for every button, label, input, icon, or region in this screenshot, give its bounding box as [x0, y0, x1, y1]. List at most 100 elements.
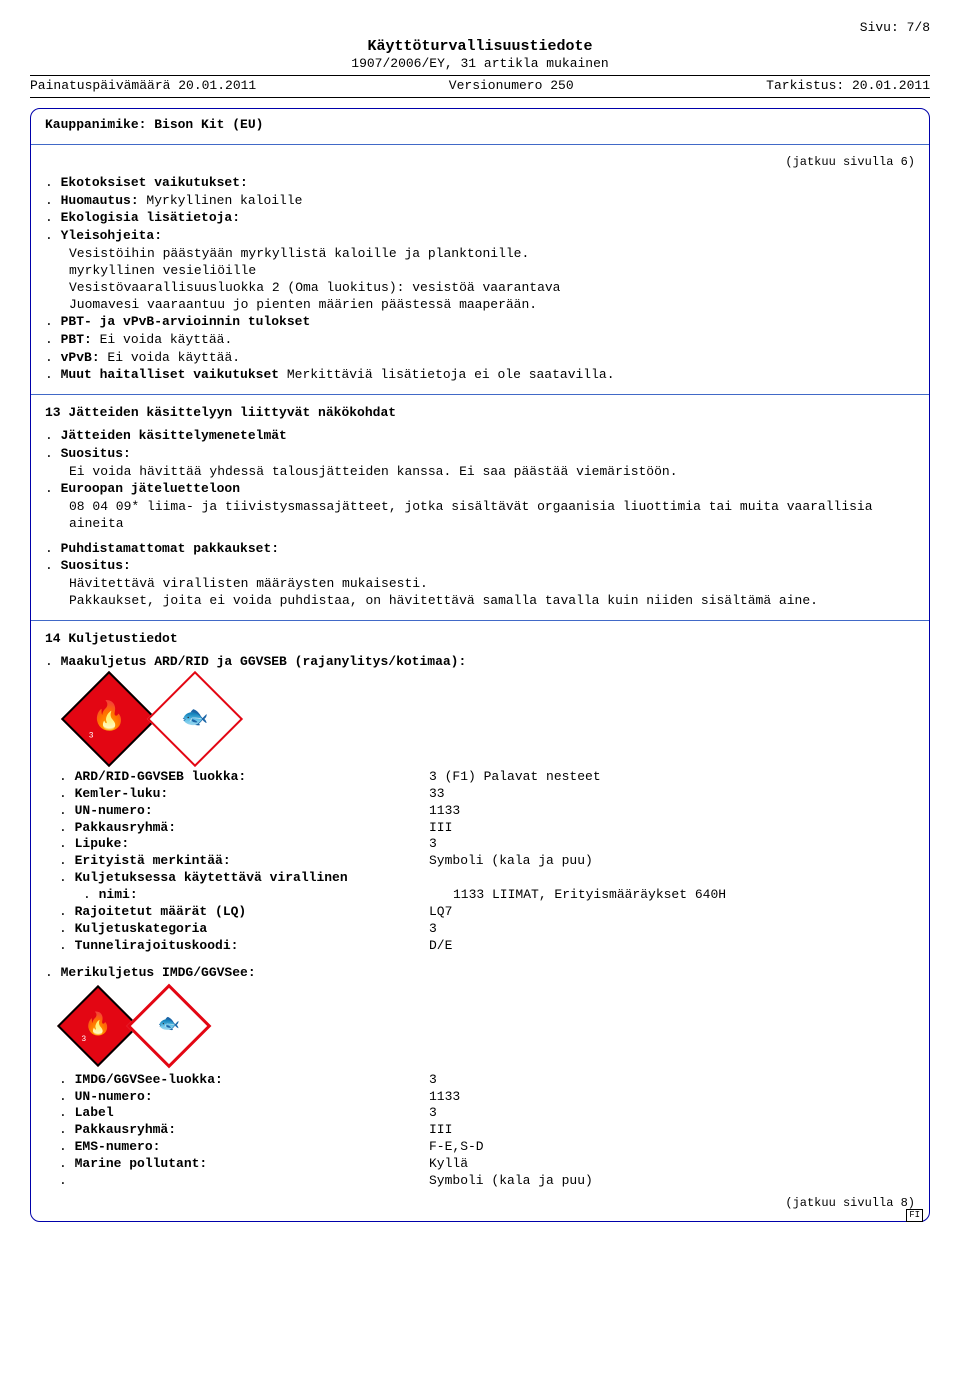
table-row: Pakkausryhmä: III: [59, 1122, 915, 1139]
version-number: Versionumero 250: [449, 78, 574, 95]
kv-key: UN-numero:: [75, 1089, 153, 1104]
kv-key: Tunnelirajoituskoodi:: [75, 938, 239, 953]
kv-val: 3 (F1) Palavat nesteet: [429, 769, 915, 786]
pbt-arv-label: PBT- ja vPvB-arvioinnin tulokset: [61, 314, 311, 329]
sea-label-item: . Merikuljetus IMDG/GGVSee:: [59, 965, 915, 982]
continued-from: (jatkuu sivulla 6): [45, 155, 915, 171]
vpvb-val: Ei voida käyttää.: [100, 350, 240, 365]
kv-key: Pakkausryhmä:: [75, 1122, 176, 1137]
pbt-item: . PBT: Ei voida käyttää.: [59, 332, 915, 349]
sea-table: IMDG/GGVSee-luokka: 3 UN-numero: 1133 Labe…: [59, 1072, 915, 1190]
jatteiden-label: Jätteiden käsittelymenetelmät: [61, 428, 287, 443]
class-3-label: 3: [89, 731, 94, 741]
euro-label: Euroopan jäteluetteloon: [61, 481, 240, 496]
table-row: UN-numero: 1133: [59, 1089, 915, 1106]
ekotoks-item: . Ekotoksiset vaikutukset:: [59, 175, 915, 192]
yleisohjeita-label: Yleisohjeita:: [61, 228, 162, 243]
fish-tree-icon: 🐟: [181, 705, 208, 734]
header-rule-2: [30, 97, 930, 98]
suositus2-item: . Suositus:: [59, 558, 915, 575]
continued-next: (jatkuu sivulla 8): [45, 1196, 915, 1212]
muut-item: . Muut haitalliset vaikutukset Merkittäv…: [59, 367, 915, 384]
environment-pictogram-small: 🐟: [127, 983, 212, 1068]
kv-key: EMS-numero:: [75, 1139, 161, 1154]
pbt-val: Ei voida käyttää.: [92, 332, 232, 347]
doc-subtitle: 1907/2006/EY, 31 artikla mukainen: [30, 56, 930, 73]
pbt-label: PBT:: [61, 332, 92, 347]
table-row: EMS-numero:F-E,S-D: [59, 1139, 915, 1156]
sec13-title: 13 Jätteiden käsittelyyn liittyvät näkök…: [45, 405, 915, 422]
table-row: Lipuke:3: [59, 836, 915, 853]
kv-val: 3: [429, 1072, 915, 1089]
suositus1-label: Suositus:: [61, 446, 131, 461]
kv-val: 1133: [429, 803, 915, 820]
ekologisia-label: Ekologisia lisätietoja:: [61, 210, 240, 225]
kv-val: Kyllä: [429, 1156, 915, 1173]
kv-key-empty: [59, 1173, 429, 1190]
kv-val: Symboli (kala ja puu): [429, 853, 915, 870]
environment-pictogram: 🐟: [147, 671, 243, 767]
kv-key: IMDG/GGVSee-luokka:: [75, 1072, 223, 1087]
table-row: Kuljetuksessa käytettävä virallinen: [59, 870, 915, 887]
kv-val: 33: [429, 786, 915, 803]
revised-date: Tarkistus: 20.01.2011: [766, 78, 930, 95]
muut-val: Merkittäviä lisätietoja ei ole saatavill…: [279, 367, 614, 382]
table-row: Marine pollutant:Kyllä: [59, 1156, 915, 1173]
euro-item: . Euroopan jäteluetteloon: [59, 481, 915, 498]
vpvb-item: . vPvB: Ei voida käyttää.: [59, 350, 915, 367]
kv-val: III: [429, 820, 915, 837]
page-number: Sivu: 7/8: [30, 20, 930, 37]
table-row: ARD/RID-GGVSEB luokka: 3 (F1) Palavat nes…: [59, 769, 915, 786]
yleis-line3: Vesistövaarallisuusluokka 2 (Oma luokitu…: [69, 280, 915, 297]
kv-key: Kuljetuskategoria: [75, 921, 208, 936]
ekologisia-item: . Ekologisia lisätietoja:: [59, 210, 915, 227]
kv-key: Label: [75, 1105, 114, 1120]
kv-key: ARD/RID-GGVSEB luokka:: [75, 769, 247, 784]
print-date: Painatuspäivämäärä 20.01.2011: [30, 78, 256, 95]
table-row: Pakkausryhmä: III: [59, 820, 915, 837]
table-row: UN-numero:1133: [59, 803, 915, 820]
euro-val: 08 04 09* liima- ja tiivistysmassajättee…: [69, 499, 915, 533]
fi-tag: FI: [906, 1209, 923, 1223]
puhd-label: Puhdistamattomat pakkaukset:: [61, 541, 279, 556]
muut-label: Muut haitalliset vaikutukset: [61, 367, 279, 382]
class-3-label: 3: [82, 1034, 87, 1044]
table-row: Kemler-luku:33: [59, 786, 915, 803]
suositus2-val2: Pakkaukset, joita ei voida puhdistaa, on…: [69, 593, 915, 610]
table-row: Erityistä merkintää:Symboli (kala ja puu…: [59, 853, 915, 870]
trade-name: Kauppanimike: Bison Kit (EU): [45, 117, 915, 134]
yleis-line1: Vesistöihin päästyään myrkyllistä kaloil…: [69, 246, 915, 263]
kv-val: Symboli (kala ja puu): [429, 1173, 915, 1190]
table-row: Kuljetuskategoria3: [59, 921, 915, 938]
yleisohjeita-item: . Yleisohjeita:: [59, 228, 915, 245]
pbt-arv-item: . PBT- ja vPvB-arvioinnin tulokset: [59, 314, 915, 331]
kv-val: [429, 870, 915, 887]
suositus1-val: Ei voida hävittää yhdessä talousjätteide…: [69, 464, 915, 481]
ekotoks-label: Ekotoksiset vaikutukset:: [61, 175, 248, 190]
huomautus-val: Myrkyllinen kaloille: [139, 193, 303, 208]
meta-row: Painatuspäivämäärä 20.01.2011 Versionume…: [30, 78, 930, 95]
suositus2-label: Suositus:: [61, 558, 131, 573]
kv-key: Pakkausryhmä:: [75, 820, 176, 835]
kv-val: 3: [429, 1105, 915, 1122]
huomautus-item: . Huomautus: Myrkyllinen kaloille: [59, 193, 915, 210]
yleis-line4: Juomavesi vaaraantuu jo pienten määrien …: [69, 297, 915, 314]
suositus2-val1: Hävitettävä virallisten määräysten mukai…: [69, 576, 915, 593]
page-header: Sivu: 7/8 Käyttöturvallisuustiedote 1907…: [30, 20, 930, 98]
vpvb-label: vPvB:: [61, 350, 100, 365]
content-box: Kauppanimike: Bison Kit (EU) (jatkuu siv…: [30, 108, 930, 1222]
land-label: Maakuljetus ARD/RID ja GGVSEB (rajanylit…: [61, 654, 467, 669]
kv-val: 1133: [429, 1089, 915, 1106]
header-rule: [30, 75, 930, 76]
kv-key: Rajoitetut määrät (LQ): [75, 904, 247, 919]
fish-tree-icon: 🐟: [158, 1014, 180, 1037]
land-pictograms: 🔥 3 🐟: [75, 685, 915, 753]
kv-val: III: [429, 1122, 915, 1139]
huomautus-label: Huomautus:: [61, 193, 139, 208]
jatteiden-item: . Jätteiden käsittelymenetelmät: [59, 428, 915, 445]
kv-key: Lipuke:: [75, 836, 130, 851]
table-row: nimi:1133 LIIMAT, Erityismääräykset 640H: [59, 887, 915, 904]
table-row: Symboli (kala ja puu): [59, 1173, 915, 1190]
kv-key: Kuljetuksessa käytettävä virallinen: [75, 870, 348, 885]
kv-key: nimi:: [99, 887, 138, 902]
